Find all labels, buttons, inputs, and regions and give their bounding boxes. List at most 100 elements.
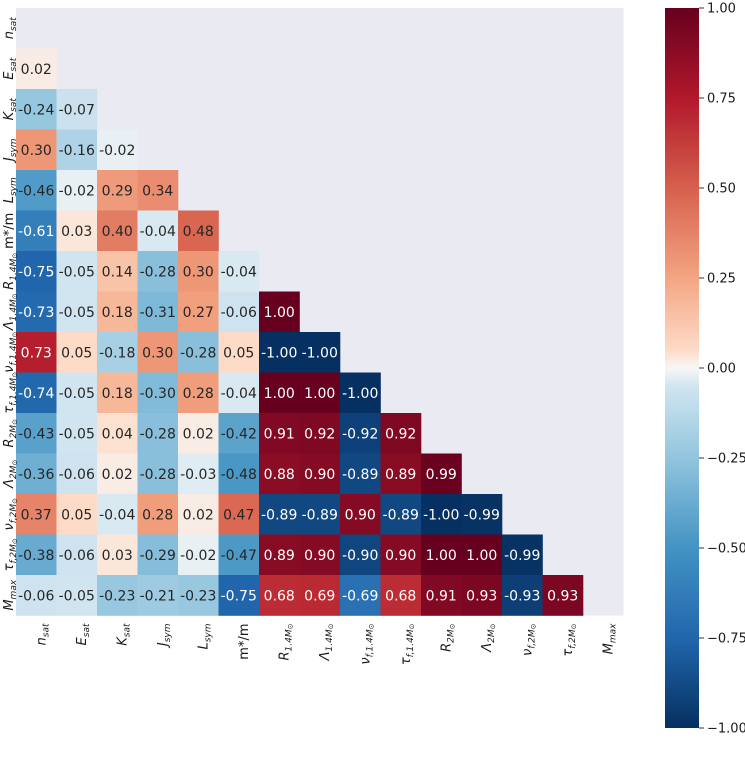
cell-value-label: -0.04	[221, 386, 257, 402]
heatmap-cell	[299, 372, 341, 414]
cell-value-label: -0.18	[99, 345, 135, 361]
x-tick-label: m*/m	[236, 624, 251, 660]
heatmap-cell	[218, 251, 260, 292]
x-tick-label: νf,1.4M⊙	[358, 624, 376, 665]
heatmap-cell	[56, 413, 98, 454]
heatmap-cell	[137, 372, 179, 414]
heatmap-cell	[380, 534, 422, 576]
cell-value-label: 0.27	[183, 305, 214, 321]
x-tick-label: Ksat	[115, 623, 132, 646]
cell-value-label: -0.03	[180, 467, 216, 483]
cell-value-label: 0.02	[21, 62, 52, 78]
y-tick-label: νf,1.4M⊙	[2, 332, 20, 373]
heatmap-cell	[56, 534, 98, 576]
cell-value-label: 0.02	[183, 507, 214, 523]
heatmap-cell	[178, 372, 219, 414]
cell-value-label: 0.02	[183, 426, 214, 442]
heatmap-cell	[218, 453, 260, 495]
heatmap-cell	[218, 534, 260, 576]
heatmap-cell	[299, 534, 341, 576]
cell-value-label: -0.30	[140, 386, 176, 402]
heatmap-cell	[97, 534, 138, 576]
y-tick-label: τf,2M⊙	[2, 538, 20, 571]
heatmap-cell	[97, 372, 138, 414]
cell-value-label: -0.02	[99, 143, 135, 159]
heatmap-cell	[16, 575, 57, 616]
heatmap-cell	[218, 494, 260, 535]
x-tick-label: Λ1.4M⊙	[317, 624, 335, 662]
cell-value-label: -0.06	[59, 467, 95, 483]
heatmap-cell	[137, 170, 179, 211]
heatmap-cell	[97, 170, 138, 211]
heatmap-cell	[299, 575, 341, 616]
heatmap-cell	[461, 494, 503, 535]
cell-value-label: 0.88	[264, 467, 295, 483]
heatmap-cell	[380, 453, 422, 495]
x-tick-label: τf,1.4M⊙	[398, 624, 416, 666]
heatmap-cell	[137, 494, 179, 535]
cell-value-label: -0.99	[504, 548, 540, 564]
heatmap-cell	[56, 129, 98, 171]
cell-value-label: -0.02	[59, 183, 95, 199]
cell-value-label: 0.30	[142, 345, 173, 361]
y-tick-label: Ksat	[2, 98, 19, 121]
heatmap-cell	[259, 372, 300, 414]
x-tick-label: Λ2M⊙	[479, 624, 497, 653]
heatmap-cell	[56, 210, 98, 252]
cell-value-label: -0.28	[140, 467, 176, 483]
heatmap-cell	[421, 453, 462, 495]
cell-value-label: -0.36	[18, 467, 54, 483]
heatmap-cell	[502, 575, 543, 616]
heatmap-cell	[16, 534, 57, 576]
cell-value-label: 0.05	[61, 345, 92, 361]
x-tick-label: R2M⊙	[439, 624, 457, 652]
heatmap-cell	[380, 413, 422, 454]
heatmap-cell	[178, 251, 219, 292]
y-tick-label: R2M⊙	[2, 419, 20, 447]
cell-value-label: 0.30	[183, 264, 214, 280]
cell-value-label: -0.06	[221, 305, 257, 321]
colorbar-tick-label: −0.75	[707, 632, 745, 647]
heatmap-cell	[218, 332, 260, 373]
heatmap-cell	[97, 291, 138, 333]
colorbar: 1.00 0.75 0.50 0.25 0.00 −0.25 −0.50 −0.75 −1.00	[665, 2, 745, 737]
cell-value-label: 0.28	[183, 386, 214, 402]
x-tick-label: Jsym	[155, 623, 172, 649]
cell-value-label: 0.30	[21, 143, 52, 159]
cell-value-label: -0.04	[221, 264, 257, 280]
cell-value-label: -1.00	[342, 386, 378, 402]
cell-value-label: -0.05	[59, 588, 95, 604]
heatmap-cell	[16, 210, 57, 252]
cell-value-label: 0.02	[102, 467, 133, 483]
heatmap-cell	[259, 291, 300, 333]
cell-value-label: 0.68	[385, 588, 416, 604]
cell-value-label: -0.99	[464, 507, 500, 523]
cell-value-label: -0.92	[342, 426, 378, 442]
y-tick-label: νf,2M⊙	[2, 498, 20, 531]
heatmap-cell	[178, 453, 219, 495]
cell-value-label: 0.91	[264, 426, 295, 442]
colorbar-tick-label: −1.00	[707, 722, 745, 737]
heatmap-cell	[56, 251, 98, 292]
cell-value-label: 0.29	[102, 183, 133, 199]
y-tick-label: m*/m	[2, 213, 17, 249]
cell-value-label: -0.31	[140, 305, 176, 321]
cell-value-label: 0.28	[142, 507, 173, 523]
heatmap-cell	[340, 372, 381, 414]
cell-value-label: 1.00	[426, 548, 457, 564]
heatmap-cell	[340, 413, 381, 454]
x-tick-label: nsat	[34, 623, 51, 645]
colorbar-tick-label: 0.25	[707, 272, 736, 287]
cell-value-label: -0.75	[221, 588, 257, 604]
heatmap-cell	[56, 494, 98, 535]
cell-value-label: 0.89	[264, 548, 295, 564]
colorbar-tick-label: 0.00	[707, 362, 736, 377]
cell-value-label: 0.03	[61, 224, 92, 240]
x-tick-label: Lsym	[196, 623, 213, 649]
cell-value-label: 1.00	[264, 386, 295, 402]
x-axis-labels: nsat Esat Ksat Jsym Lsym m*/m R1.4M⊙ Λ1.4M⊙ νf,1…	[34, 623, 618, 665]
heatmap-cell	[137, 453, 179, 495]
cell-value-label: -0.23	[99, 588, 135, 604]
heatmap-cell	[259, 413, 300, 454]
heatmap-cell	[56, 575, 98, 616]
